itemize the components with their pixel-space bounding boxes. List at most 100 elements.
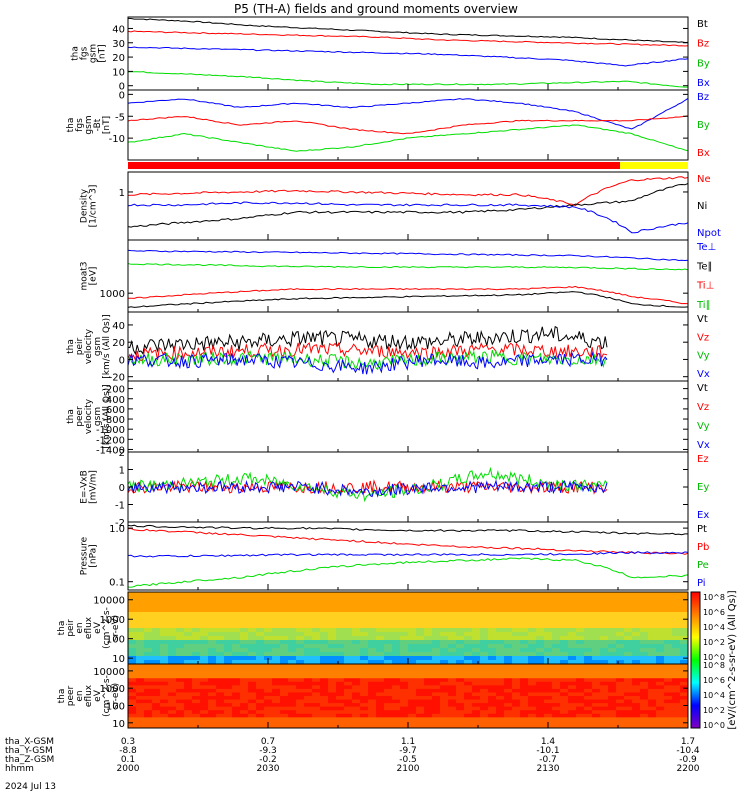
spectrogram-cell <box>224 710 233 715</box>
spectrogram-cell <box>264 713 273 718</box>
y-tick-label: 0 <box>119 355 125 366</box>
spectrogram-cell <box>144 674 153 679</box>
spectrogram-cell <box>456 656 465 661</box>
spectrogram-cell <box>384 681 393 686</box>
spectrogram-cell <box>672 692 681 697</box>
spectrogram-cell <box>624 608 633 613</box>
spectrogram-cell <box>440 616 449 621</box>
spectrogram-cell <box>360 652 369 657</box>
spectrogram-cell <box>472 692 481 697</box>
spectrogram-cell <box>648 724 657 729</box>
spectrogram-cell <box>160 596 169 601</box>
spectrogram-cell <box>608 612 617 617</box>
spectrogram-cell <box>384 616 393 621</box>
spectrogram-cell <box>456 699 465 704</box>
spectrogram-cell <box>272 648 281 653</box>
spectrogram-cell <box>216 616 225 621</box>
spectrogram-cell <box>208 681 217 686</box>
spectrogram-cell <box>280 674 289 679</box>
spectrogram-cell <box>392 674 401 679</box>
spectrogram-cell <box>320 688 329 693</box>
spectrogram-cell <box>336 648 345 653</box>
spectrogram-cell <box>376 713 385 718</box>
panel-frame <box>127 380 689 453</box>
spectrogram-cell <box>536 674 545 679</box>
series-line-Ez <box>127 479 608 495</box>
xaxis-row-value: 0.3 <box>121 737 135 747</box>
spectrogram-cell <box>424 688 433 693</box>
spectrogram-cell <box>168 667 177 672</box>
spectrogram-cell <box>616 685 625 690</box>
legend-Vx: Vx <box>697 369 710 380</box>
spectrogram-cell <box>296 699 305 704</box>
spectrogram-cell <box>248 656 257 661</box>
spectrogram-cell <box>456 620 465 625</box>
spectrogram-cell <box>448 624 457 629</box>
y-tick-label: 1000 <box>100 615 125 626</box>
spectrogram-cell <box>424 699 433 704</box>
spectrogram-cell <box>256 652 265 657</box>
spectrogram-cell <box>216 717 225 722</box>
spectrogram-cell <box>384 692 393 697</box>
spectrogram-cell <box>496 632 505 637</box>
spectrogram-cell <box>232 724 241 729</box>
spectrogram-cell <box>496 640 505 645</box>
spectrogram-cell <box>336 656 345 661</box>
spectrogram-cell <box>656 674 665 679</box>
spectrogram-cell <box>640 600 649 605</box>
spectrogram-cell <box>336 706 345 711</box>
spectrogram-cell <box>440 671 449 676</box>
spectrogram-cell <box>616 596 625 601</box>
spectrogram-cell <box>472 724 481 729</box>
panel-9: tha peir en eflux eV (cm^2-s-sr-eV)1010010001… <box>57 591 689 665</box>
spectrogram-cell <box>384 710 393 715</box>
spectrogram-cell <box>592 632 601 637</box>
spectrogram-cell <box>200 710 209 715</box>
spectrogram-cell <box>216 713 225 718</box>
spectrogram-cell <box>200 612 209 617</box>
spectrogram-cell <box>544 713 553 718</box>
spectrogram-cell <box>208 596 217 601</box>
spectrogram-cell <box>488 636 497 641</box>
spectrogram-cell <box>584 616 593 621</box>
spectrogram-cell <box>176 624 185 629</box>
spectrogram-cell <box>136 616 145 621</box>
spectrogram-cell <box>328 604 337 609</box>
spectrogram-cell <box>216 685 225 690</box>
spectrogram-cell <box>592 600 601 605</box>
spectrogram-cell <box>304 713 313 718</box>
spectrogram-cell <box>656 656 665 661</box>
spectrogram-cell <box>504 656 513 661</box>
spectrogram-cell <box>256 696 265 701</box>
spectrogram-cell <box>496 660 505 665</box>
spectrogram-cell <box>528 720 537 725</box>
spectrogram-cell <box>296 692 305 697</box>
y-tick-label: 40 <box>112 321 125 332</box>
xaxis-row-value: -9.7 <box>399 746 417 756</box>
spectrogram-cell <box>144 717 153 722</box>
spectrogram-cell <box>568 724 577 729</box>
spectrogram-cell <box>248 616 257 621</box>
legend-Bx: Bx <box>697 148 710 159</box>
spectrogram-cell <box>240 710 249 715</box>
spectrogram-cell <box>488 692 497 697</box>
spectrogram-cell <box>216 636 225 641</box>
spectrogram-cell <box>512 710 521 715</box>
spectrogram-cell <box>640 656 649 661</box>
spectrogram-cell <box>496 699 505 704</box>
spectrogram-cell <box>472 703 481 708</box>
spectrogram-cell <box>520 681 529 686</box>
spectrogram-cell <box>128 652 137 657</box>
spectrogram-cell <box>184 636 193 641</box>
spectrogram-cell <box>344 681 353 686</box>
legend-Ex: Ex <box>697 510 709 521</box>
spectrogram-cell <box>216 596 225 601</box>
spectrogram-cell <box>208 624 217 629</box>
spectrogram-cell <box>600 604 609 609</box>
spectrogram-cell <box>536 724 545 729</box>
spectrogram-cell <box>536 620 545 625</box>
spectrogram-cell <box>336 628 345 633</box>
spectrogram-cell <box>432 620 441 625</box>
spectrogram-cell <box>512 596 521 601</box>
